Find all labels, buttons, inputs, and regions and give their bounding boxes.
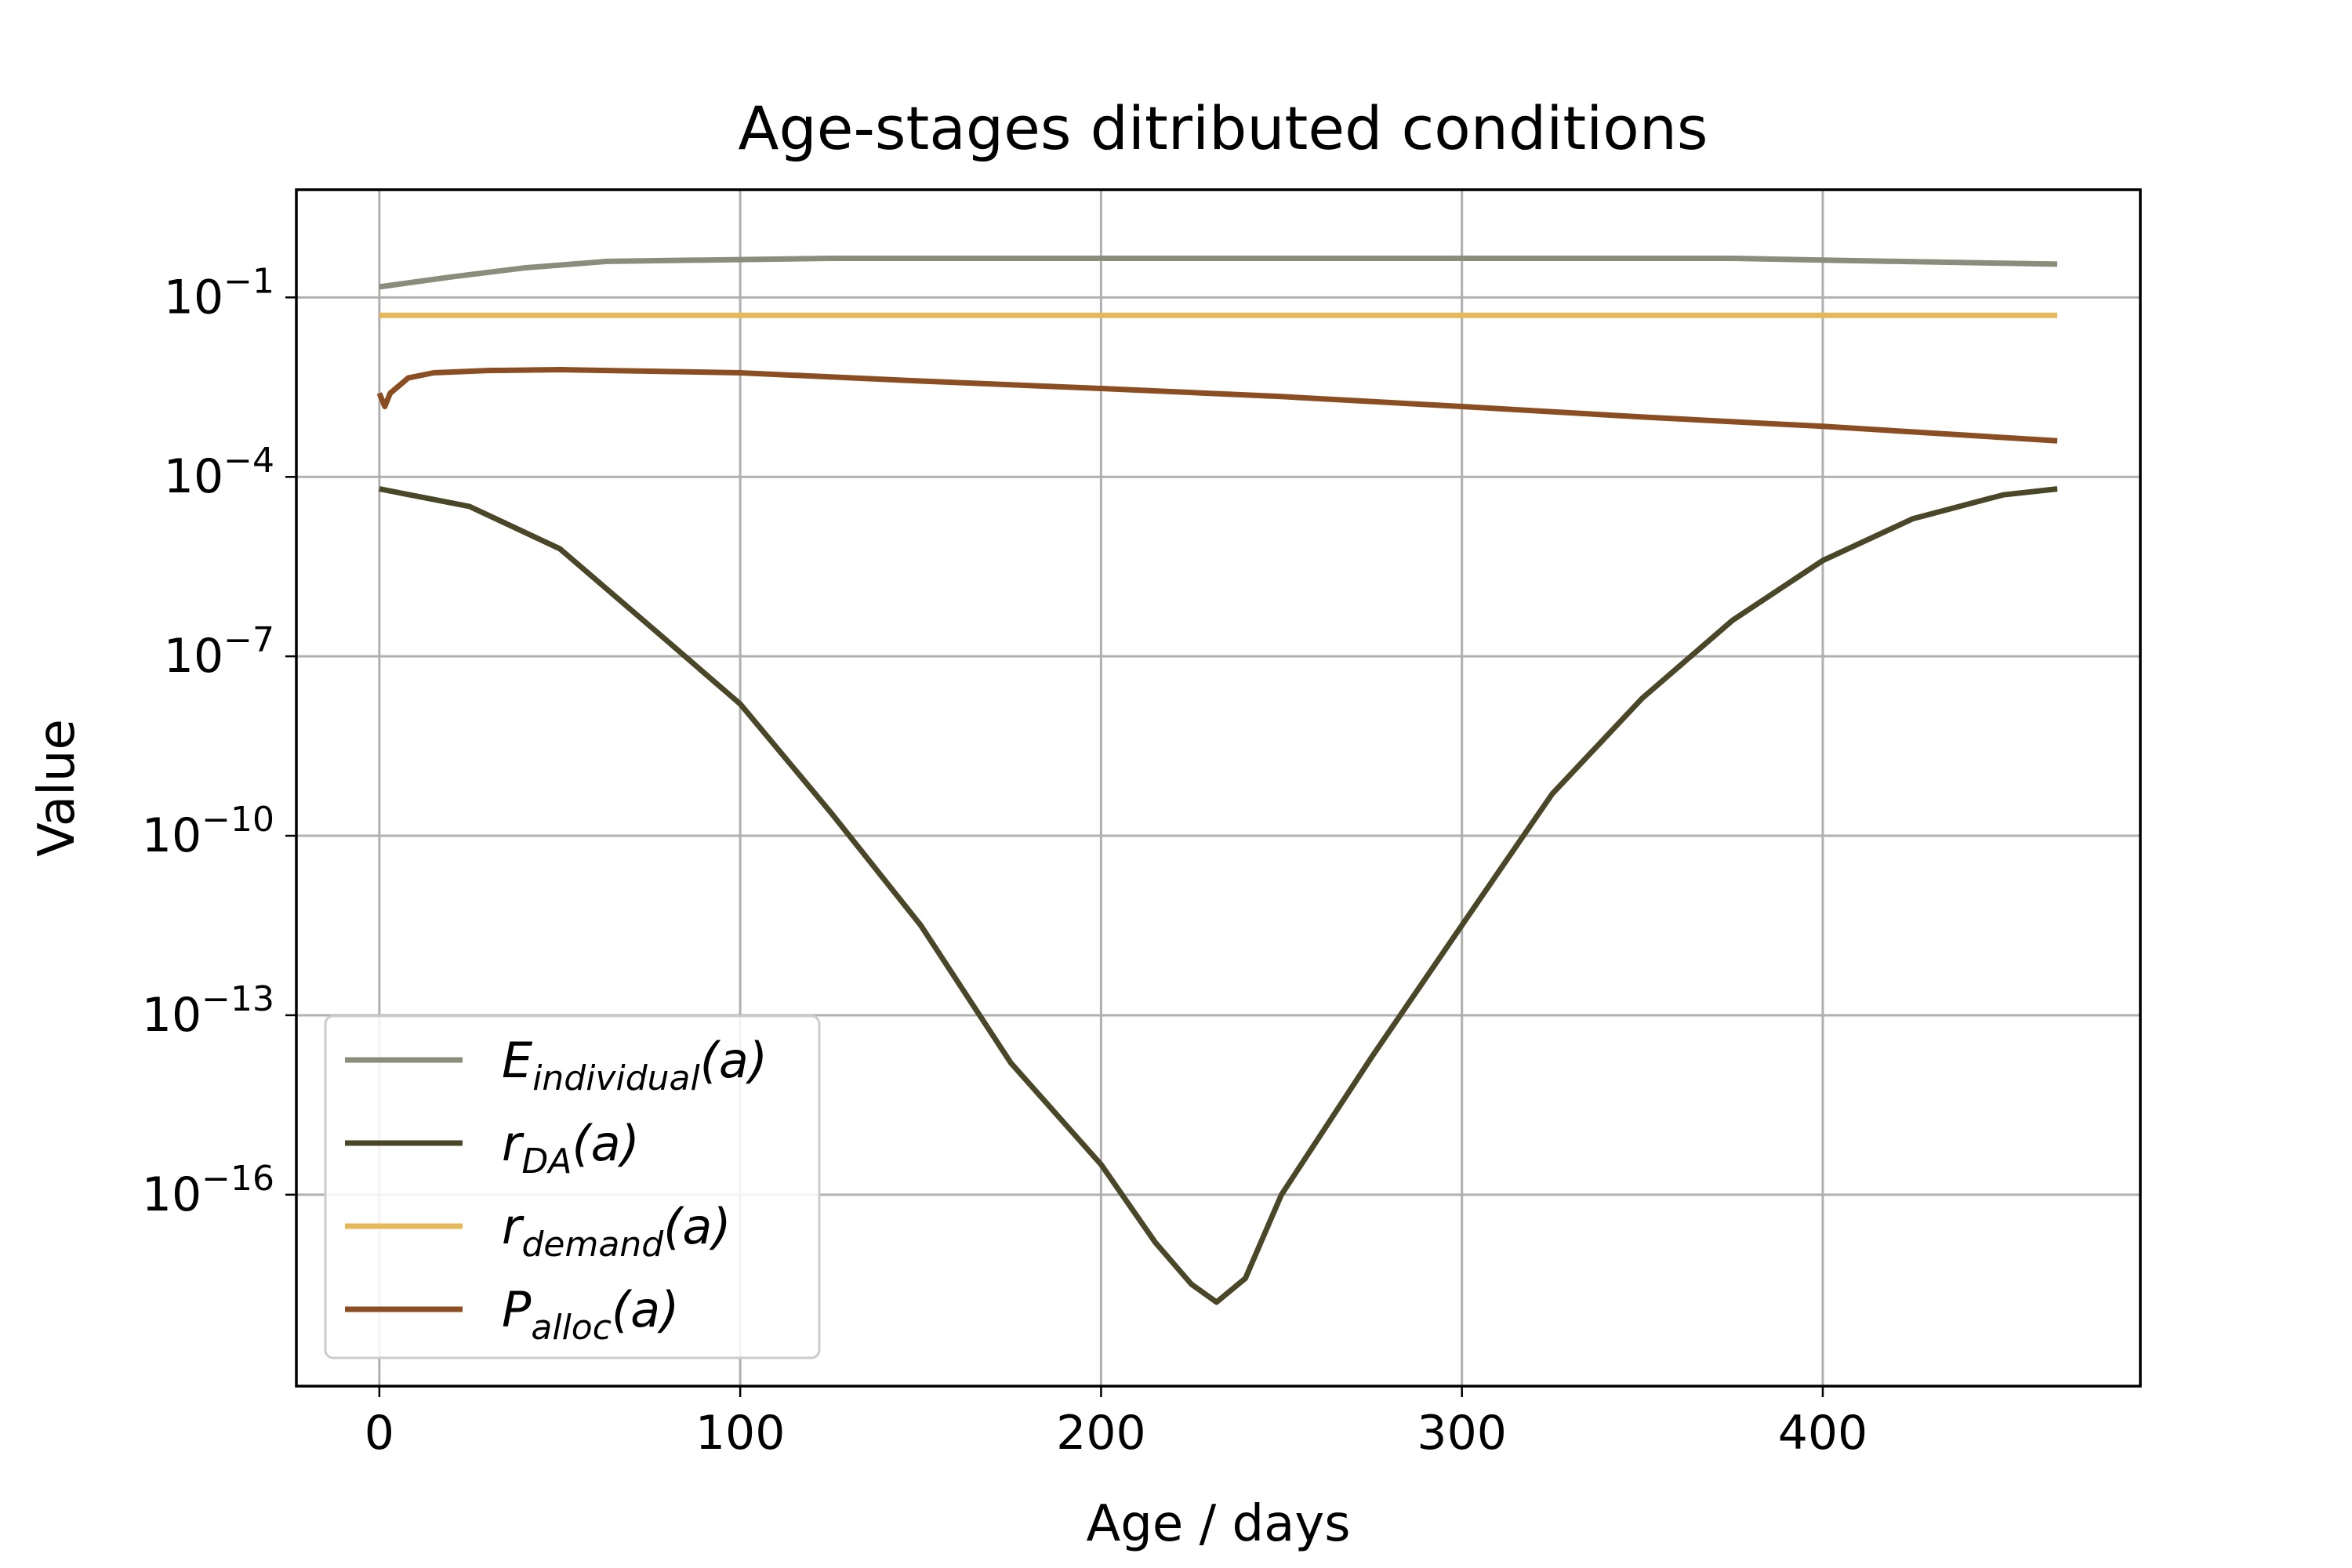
legend-label: Eindividual(a) (502, 1032, 768, 1098)
legend-box (324, 1014, 821, 1359)
y-tick-label: 10−4 (164, 441, 274, 504)
legend: Eindividual(a) rDA(a) rdemand(a) Palloc(a) (324, 1014, 821, 1359)
x-tick-label: 400 (1778, 1406, 1868, 1461)
series-line (376, 367, 2058, 444)
y-axis-label: Value (28, 719, 86, 857)
plot-area-frame (295, 188, 2142, 1388)
y-tick-label: 10−10 (142, 800, 274, 863)
legend-label: Palloc(a) (502, 1281, 679, 1348)
series-layer (376, 256, 2058, 1305)
series-line (379, 486, 2058, 1305)
y-tick-label: 10−1 (164, 261, 274, 325)
y-tick-label: 10−13 (142, 979, 274, 1043)
x-tick-label: 300 (1417, 1406, 1507, 1461)
legend-label: rdemand(a) (502, 1198, 731, 1265)
chart-title: Age-stages ditributed conditions (738, 93, 1708, 163)
x-tick-label: 0 (365, 1406, 394, 1461)
legend-label: rDA(a) (502, 1115, 640, 1181)
legend-entries: Eindividual(a) rDA(a) rdemand(a) Palloc(a) (345, 1032, 768, 1348)
y-tick-label: 10−7 (164, 620, 274, 684)
x-axis-label: Age / days (1086, 1495, 1350, 1553)
x-tick-label: 100 (695, 1406, 786, 1461)
x-tick-label: 200 (1056, 1406, 1146, 1461)
y-tick-label: 10−16 (142, 1159, 274, 1222)
series-line (379, 256, 2058, 290)
tick-layer: 0 100 200 300 400 10−16 10−13 10−10 10−7 10−4 10−1 (142, 261, 1867, 1461)
